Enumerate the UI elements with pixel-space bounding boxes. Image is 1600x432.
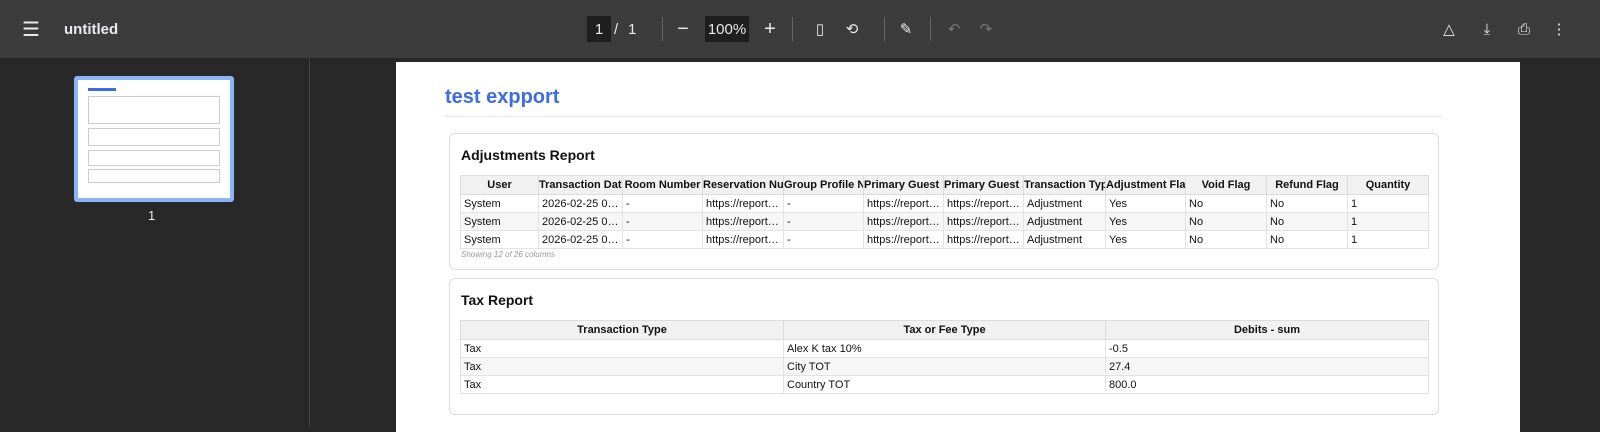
table-cell: https://reportb… (702, 194, 784, 213)
table-cell: Adjustment (1023, 230, 1106, 249)
tax-table: Transaction Type Tax or Fee Type Debits - … (460, 320, 1429, 394)
tax-report-card: Tax Report Transaction Type Tax or Fee Ty… (449, 278, 1439, 415)
table-row: Tax Country TOT 800.0 (460, 375, 1429, 394)
divider (445, 116, 1442, 117)
column-header[interactable]: Transaction Dat… (538, 175, 623, 195)
table-row: Tax City TOT 27.4 (460, 357, 1429, 376)
column-header[interactable]: Adjustment Flag (1105, 175, 1186, 195)
table-cell: Country TOT (783, 375, 1106, 394)
page-total: 1 (628, 20, 637, 38)
column-header[interactable]: Void Flag (1185, 175, 1267, 195)
zoom-input[interactable]: 100% (705, 16, 749, 42)
table-cell: 1 (1347, 212, 1429, 231)
redo-icon[interactable]: ↷ (979, 21, 993, 38)
table-cell: 2026-02-25 06:4… (538, 230, 623, 249)
table-cell: 2026-02-25 07:0… (538, 212, 623, 231)
column-header[interactable]: User (460, 175, 539, 195)
table-cell: 1 (1347, 230, 1429, 249)
table-cell: https://reportb… (863, 230, 944, 249)
menu-icon[interactable]: ☰ (22, 18, 40, 41)
table-cell: https://reportb… (702, 230, 784, 249)
column-header[interactable]: Quantity (1347, 175, 1429, 195)
table-cell: https://reportb… (943, 230, 1024, 249)
column-header[interactable]: Room Number (622, 175, 703, 195)
table-cell: Tax (460, 339, 784, 358)
header-row: Transaction Type Tax or Fee Type Debits - … (460, 320, 1429, 340)
table-cell: 27.4 (1105, 357, 1429, 376)
table-cell: https://reportb… (702, 212, 784, 231)
more-options-icon[interactable]: ⋮ (1551, 21, 1567, 38)
fit-page-icon[interactable]: ▯ (815, 21, 825, 38)
column-header[interactable]: Transaction Type (1023, 175, 1106, 195)
table-cell: Adjustment (1023, 194, 1106, 213)
table-cell: https://reportb… (943, 194, 1024, 213)
pdf-toolbar: ☰ untitled 1 / 1 − 100% + ▯ ⟲ ✎ ↶ ↷ △ ⤓ … (0, 0, 1600, 58)
columns-note: Showing 12 of 26 columns (461, 250, 555, 259)
table-cell: Yes (1105, 230, 1186, 249)
table-cell: - (783, 230, 864, 249)
table-cell: No (1266, 194, 1348, 213)
table-cell: 2026-02-25 07:2… (538, 194, 623, 213)
column-header[interactable]: Debits - sum (1105, 320, 1429, 340)
table-cell: Yes (1105, 194, 1186, 213)
table-cell: - (783, 212, 864, 231)
table-cell: https://reportb… (943, 212, 1024, 231)
table-cell: No (1266, 230, 1348, 249)
tax-heading: Tax Report (461, 292, 534, 308)
table-cell: Alex K tax 10% (783, 339, 1106, 358)
report-title: test expport (445, 86, 560, 108)
table-cell: No (1185, 212, 1267, 231)
table-cell: 800.0 (1105, 375, 1429, 394)
zoom-out-button[interactable]: − (677, 17, 689, 40)
table-cell: - (622, 230, 703, 249)
table-cell: - (622, 194, 703, 213)
zoom-in-button[interactable]: + (764, 17, 776, 40)
column-header[interactable]: Primary Guest S… (943, 175, 1024, 195)
table-cell: System (460, 194, 539, 213)
undo-icon[interactable]: ↶ (947, 21, 961, 38)
table-cell: No (1185, 230, 1267, 249)
page-separator: / (614, 20, 619, 38)
table-cell: Tax (460, 357, 784, 376)
page-thumbnail[interactable] (74, 76, 234, 202)
download-icon[interactable]: ⤓ (1483, 20, 1491, 38)
column-header[interactable]: Refund Flag (1266, 175, 1348, 195)
annotate-icon[interactable]: ✎ (899, 21, 913, 38)
document-title: untitled (64, 20, 119, 38)
table-cell: Adjustment (1023, 212, 1106, 231)
table-cell: - (783, 194, 864, 213)
table-cell: System (460, 230, 539, 249)
column-header[interactable]: Transaction Type (460, 320, 784, 340)
table-cell: - (622, 212, 703, 231)
table-cell: -0.5 (1105, 339, 1429, 358)
thumbnail-page-label: 1 (148, 208, 156, 223)
table-cell: 1 (1347, 194, 1429, 213)
column-header[interactable]: Reservation Num… (702, 175, 784, 195)
table-cell: No (1266, 212, 1348, 231)
table-cell: City TOT (783, 357, 1106, 376)
column-header[interactable]: Group Profile N… (783, 175, 864, 195)
table-cell: System (460, 212, 539, 231)
table-cell: Tax (460, 375, 784, 394)
column-header[interactable]: Tax or Fee Type (783, 320, 1106, 340)
drive-save-icon[interactable]: △ (1443, 21, 1455, 38)
print-icon[interactable]: ⎙ (1517, 20, 1530, 38)
page-number-input[interactable]: 1 (587, 16, 611, 42)
column-header[interactable]: Primary Guest F… (863, 175, 944, 195)
table-cell: Yes (1105, 212, 1186, 231)
table-cell: https://reportb… (863, 194, 944, 213)
table-cell: No (1185, 194, 1267, 213)
table-row: Tax Alex K tax 10% -0.5 (460, 339, 1429, 358)
adjustments-heading: Adjustments Report (461, 147, 595, 163)
table-cell: https://reportb… (863, 212, 944, 231)
rotate-icon[interactable]: ⟲ (845, 21, 859, 38)
